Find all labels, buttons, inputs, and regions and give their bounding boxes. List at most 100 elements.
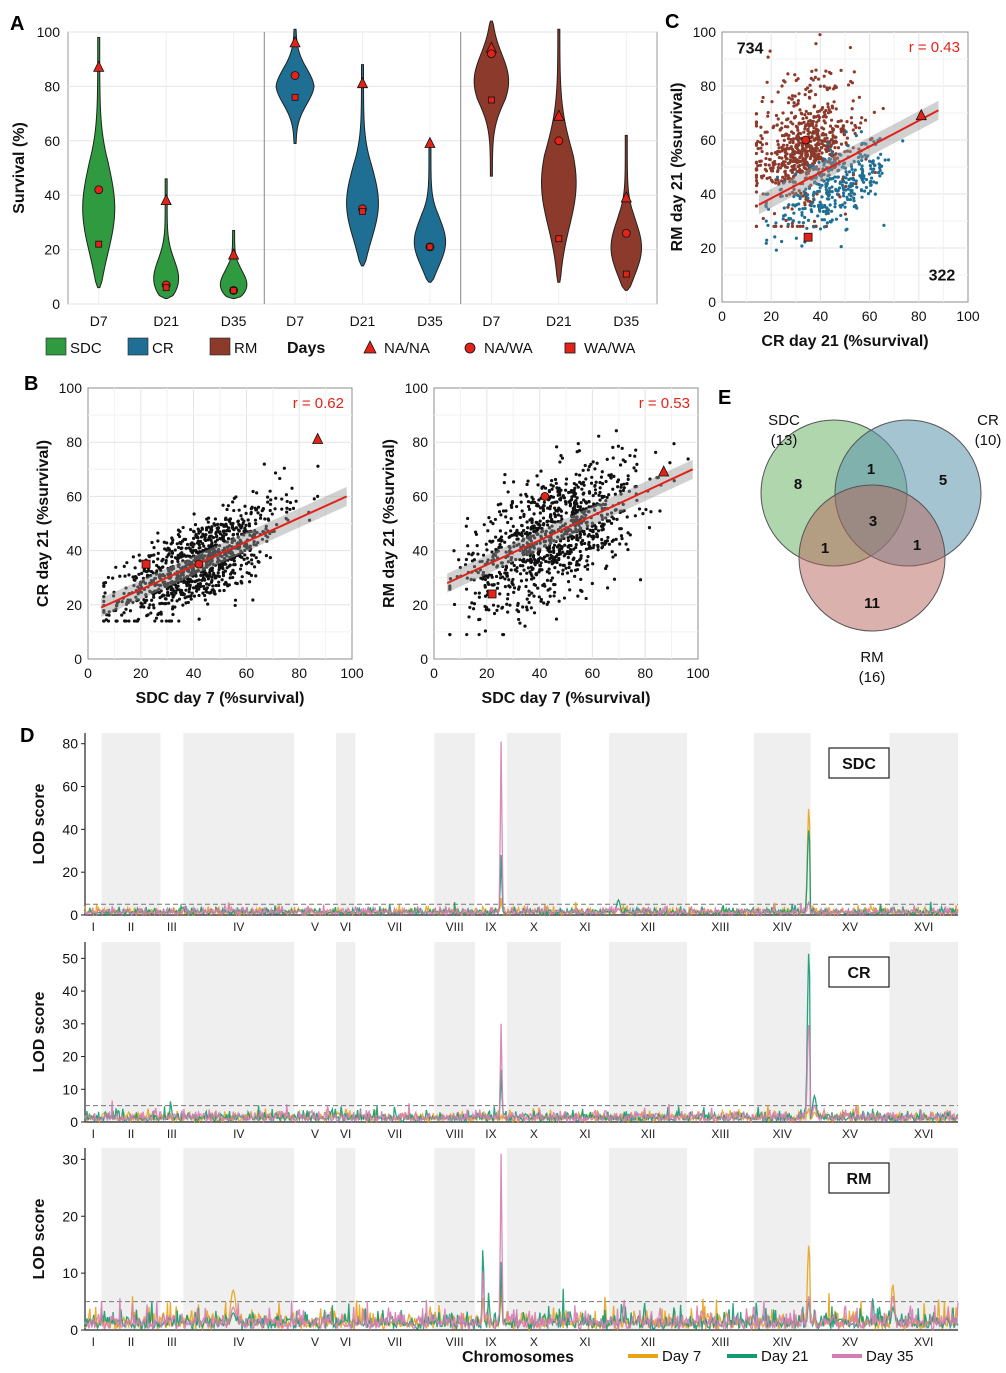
- scatter-point: [754, 204, 759, 208]
- scatter-point: [268, 531, 272, 536]
- scatter-point: [822, 172, 826, 177]
- scatter-point: [312, 497, 316, 501]
- venn-set-label-rm: RM: [860, 649, 883, 666]
- scatter-point: [852, 192, 857, 196]
- scatter-point: [831, 87, 836, 91]
- scatter-point: [810, 123, 814, 128]
- scatter-point: [178, 541, 182, 545]
- scatter-point: [240, 575, 244, 579]
- chromosome-label: X: [530, 920, 538, 934]
- scatter-point: [231, 500, 235, 504]
- y-tick-label: 50: [62, 950, 78, 966]
- scatter-point: [202, 578, 206, 582]
- scatter-point: [803, 215, 807, 219]
- scatter-point: [243, 504, 247, 508]
- scatter-point: [816, 214, 820, 218]
- scatter-point: [220, 578, 224, 582]
- scatter-point: [797, 122, 801, 126]
- scatter-point: [213, 540, 218, 544]
- scatter-point: [880, 171, 884, 175]
- scatter-point: [860, 167, 864, 171]
- y-tick-label: 40: [700, 186, 716, 202]
- scatter-point: [860, 171, 864, 176]
- scatter-point: [785, 157, 789, 161]
- scatter-point: [823, 157, 827, 161]
- scatter-point: [143, 581, 148, 586]
- scatter-point: [796, 135, 801, 139]
- chromosome-band: [506, 733, 561, 915]
- scatter-point: [481, 570, 486, 575]
- scatter-point: [465, 633, 469, 637]
- scatter-point: [852, 196, 856, 200]
- scatter-point: [820, 218, 824, 222]
- scatter-point: [540, 526, 544, 531]
- scatter-point: [754, 173, 759, 177]
- scatter-point: [227, 583, 231, 587]
- na-na-triangle-marker: [553, 109, 565, 121]
- scatter-point: [638, 578, 643, 582]
- scatter-point: [866, 154, 870, 158]
- scatter-point: [795, 158, 799, 162]
- scatter-point: [237, 508, 241, 512]
- scatter-point: [205, 517, 209, 521]
- scatter-point: [775, 152, 779, 156]
- scatter-point: [197, 593, 201, 598]
- scatter-point: [518, 558, 522, 562]
- scatter-point: [193, 580, 197, 584]
- scatter-point: [525, 482, 529, 487]
- scatter-point: [221, 570, 225, 574]
- scatter-point: [545, 578, 550, 582]
- scatter-point: [135, 598, 140, 602]
- scatter-point: [149, 579, 154, 583]
- scatter-point: [544, 559, 548, 563]
- scatter-point: [616, 444, 621, 448]
- scatter-point: [203, 598, 207, 602]
- scatter-point: [519, 579, 524, 583]
- scatter-point: [598, 490, 602, 495]
- scatter-point: [851, 128, 855, 132]
- scatter-point: [176, 584, 180, 588]
- scatter-point: [872, 180, 876, 184]
- scatter-point: [175, 588, 179, 592]
- scatter-point: [791, 131, 795, 135]
- scatter-point: [527, 504, 531, 509]
- scatter-point: [521, 553, 526, 557]
- y-tick-label: 80: [62, 736, 78, 752]
- y-tick-label: 10: [62, 1265, 78, 1281]
- x-tick-label: 0: [718, 308, 726, 324]
- scatter-point: [820, 107, 824, 111]
- scatter-point: [554, 559, 558, 563]
- venn-sdc-rm: 1: [821, 540, 829, 557]
- scatter-point: [805, 226, 809, 230]
- lod-trace-day35: [84, 1023, 959, 1124]
- scatter-point: [600, 541, 604, 545]
- chromosome-band: [183, 942, 295, 1122]
- scatter-point: [802, 130, 806, 134]
- scatter-point: [202, 571, 206, 575]
- scatter-point: [254, 574, 258, 578]
- scatter-point: [529, 560, 534, 564]
- scatter-point: [803, 203, 807, 207]
- scatter-point: [804, 155, 809, 159]
- scatter-point: [822, 74, 826, 78]
- y-tick-label: 100: [693, 24, 717, 40]
- scatter-point: [505, 571, 509, 575]
- scatter-point: [175, 577, 179, 581]
- scatter-point: [249, 510, 253, 515]
- scatter-point: [581, 468, 585, 472]
- scatter-point: [564, 477, 569, 481]
- scatter-point: [782, 180, 786, 184]
- scatter-point: [248, 533, 252, 537]
- scatter-point: [886, 158, 891, 162]
- scatter-point: [788, 140, 792, 145]
- na-na-triangle-marker: [312, 432, 324, 444]
- scatter-point: [552, 539, 556, 543]
- y-tick-label: 30: [62, 1151, 78, 1167]
- scatter-point: [214, 531, 218, 536]
- chromosome-band: [183, 1148, 295, 1330]
- scatter-point: [816, 167, 821, 171]
- scatter-point: [839, 68, 843, 73]
- scatter-point: [872, 167, 876, 171]
- scatter-point: [139, 605, 143, 609]
- scatter-point: [820, 146, 824, 150]
